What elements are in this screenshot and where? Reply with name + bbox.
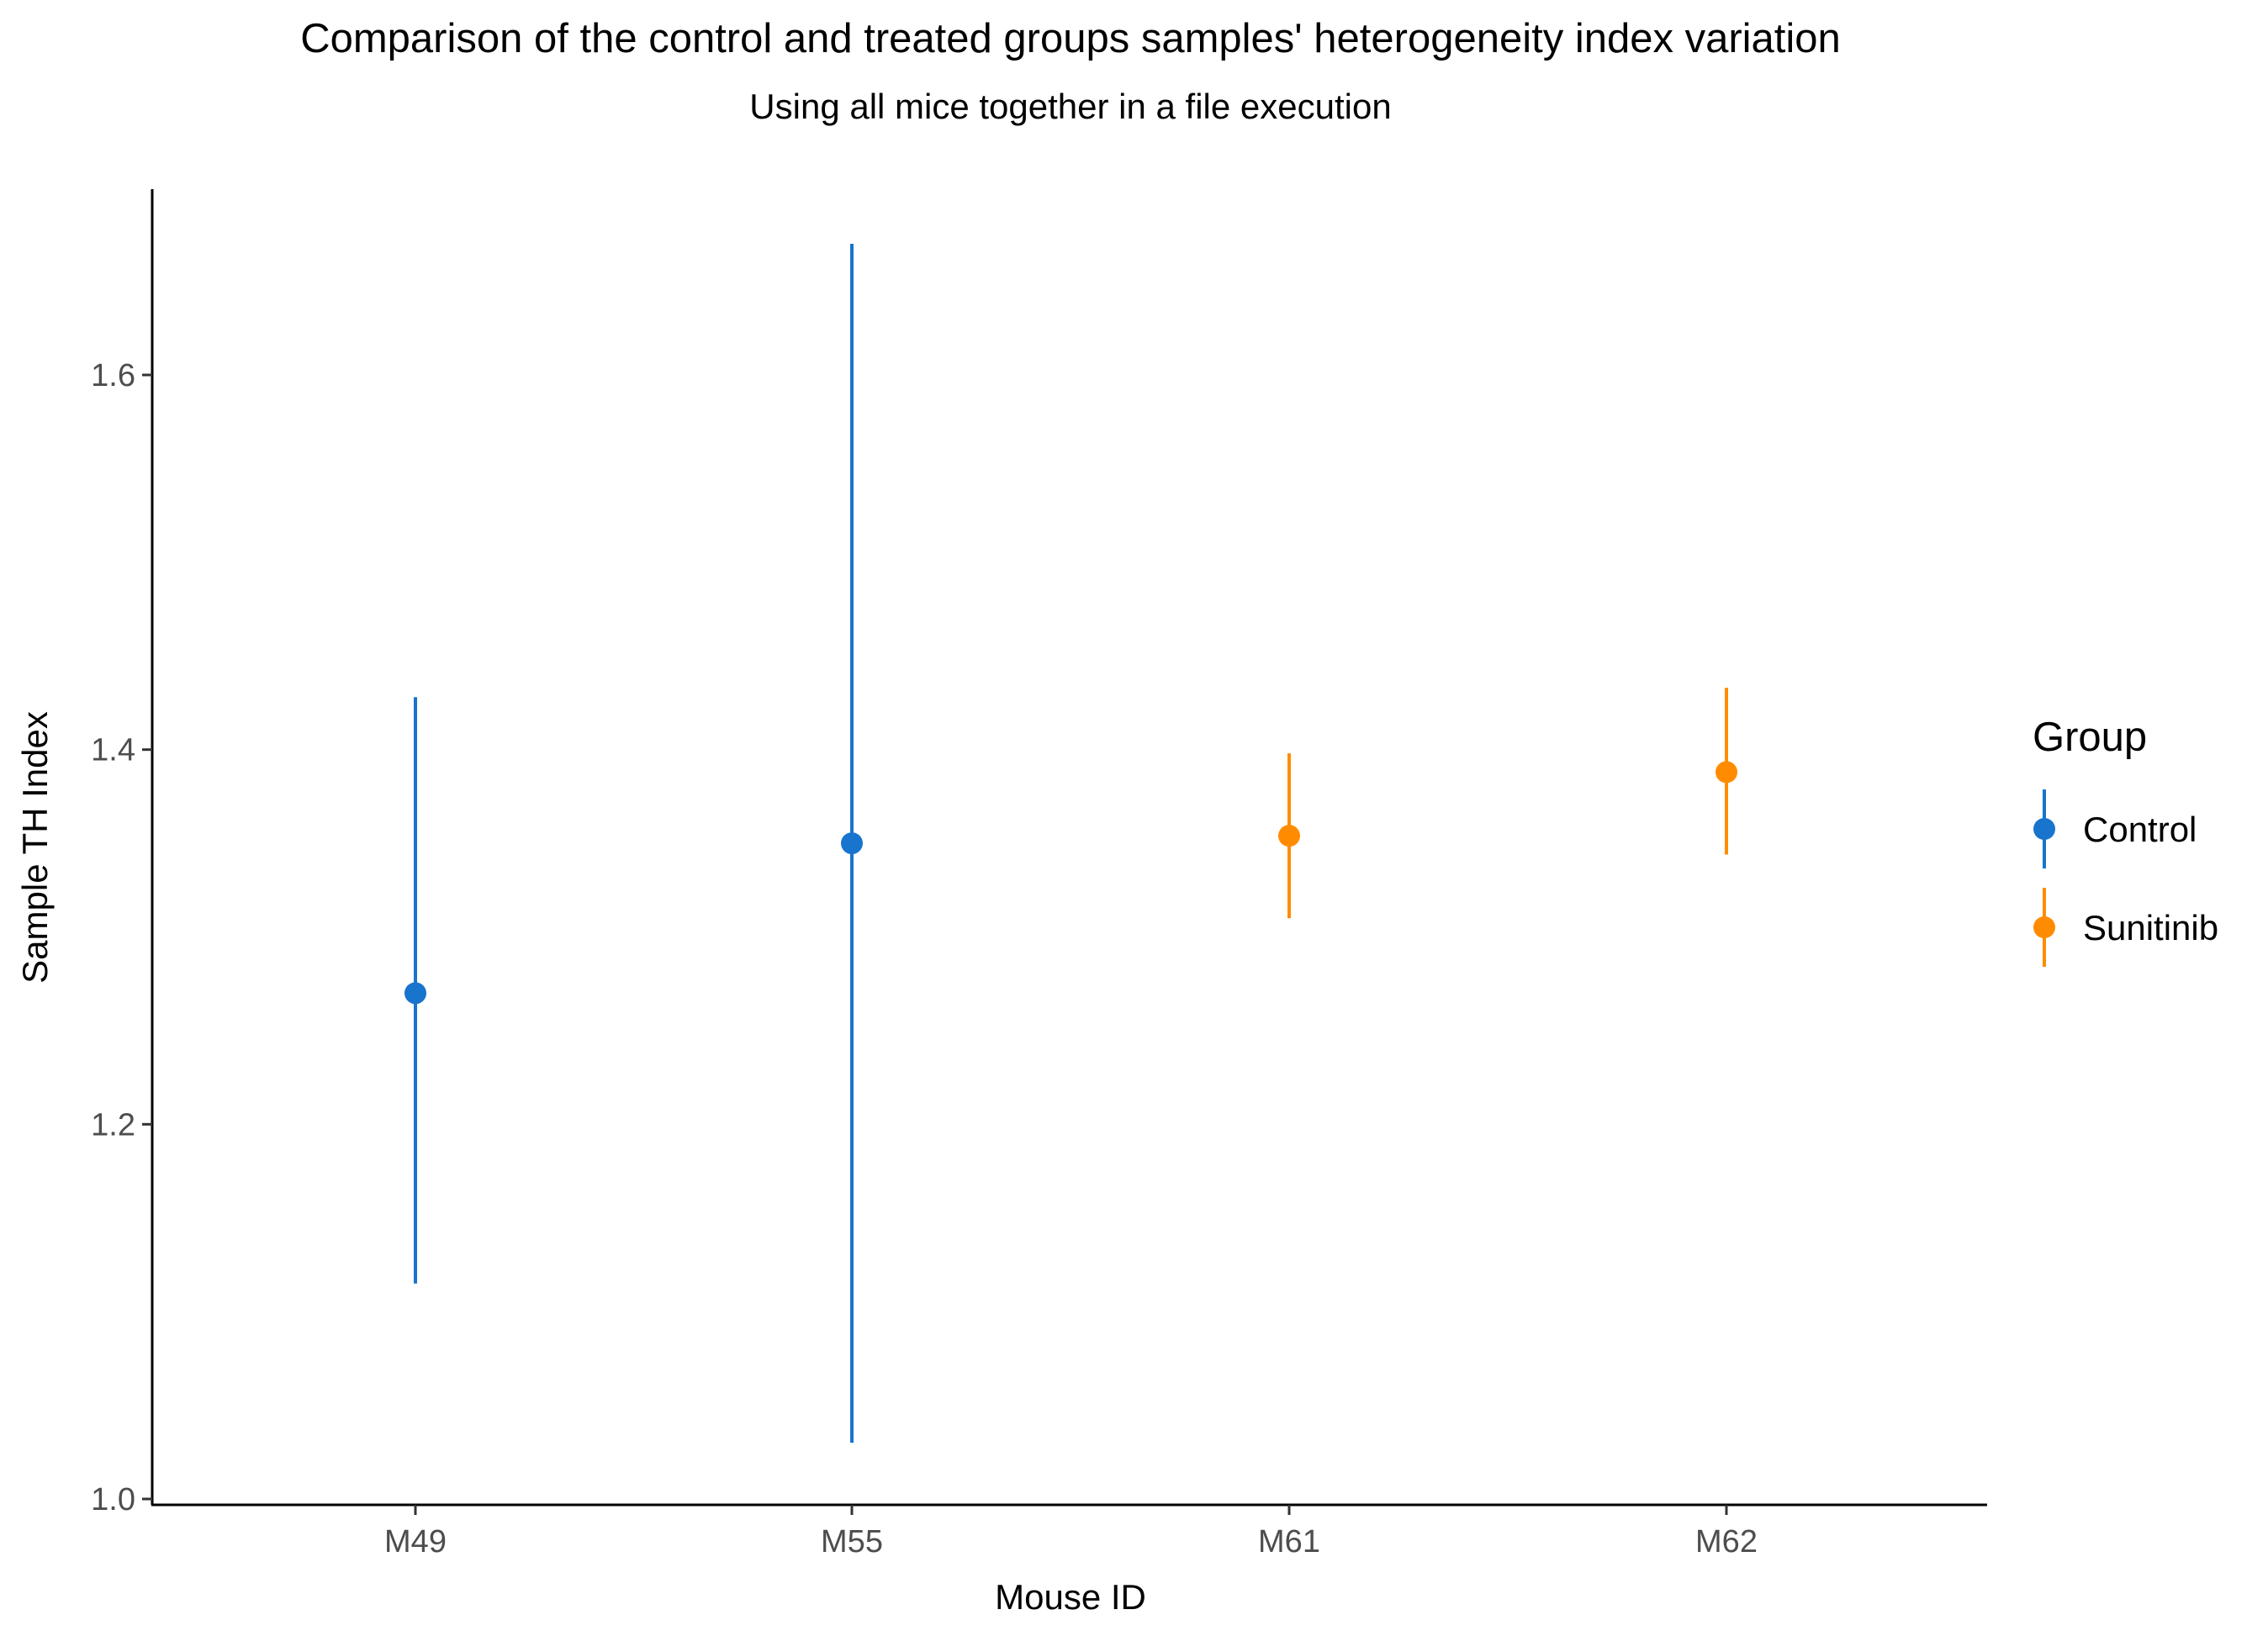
x-tick-label: M61	[1258, 1524, 1320, 1559]
x-tick-label: M55	[821, 1524, 883, 1559]
y-tick-label: 1.0	[91, 1482, 135, 1517]
data-point-m61	[1278, 825, 1300, 847]
data-point-m55	[841, 832, 863, 855]
y-tick-label: 1.4	[91, 733, 135, 768]
x-axis-ticks: M49 M55 M61 M62	[384, 1505, 1758, 1559]
legend-title: Group	[2033, 715, 2147, 760]
plot-area	[404, 244, 1737, 1443]
y-tick-label: 1.6	[91, 358, 135, 393]
legend-label: Control	[2083, 810, 2197, 849]
legend-key-point	[2033, 916, 2055, 938]
y-tick-label: 1.2	[91, 1107, 135, 1143]
chart-title: Comparison of the control and treated gr…	[300, 16, 1841, 61]
data-point-m62	[1716, 761, 1737, 784]
y-axis-title: Sample TH Index	[15, 711, 55, 984]
x-tick-label: M62	[1695, 1524, 1758, 1559]
legend-key-point	[2033, 818, 2055, 840]
legend-items: Control Sunitinib	[2033, 789, 2218, 967]
y-axis-ticks: 1.0 1.2 1.4 1.6	[91, 358, 152, 1517]
x-tick-label: M49	[384, 1524, 447, 1559]
chart-subtitle: Using all mice together in a file execut…	[749, 87, 1391, 126]
x-axis-title: Mouse ID	[995, 1577, 1146, 1617]
data-point-m49	[404, 982, 426, 1005]
legend-label: Sunitinib	[2083, 908, 2218, 947]
legend: Group Control Sunitinib	[2033, 715, 2218, 967]
